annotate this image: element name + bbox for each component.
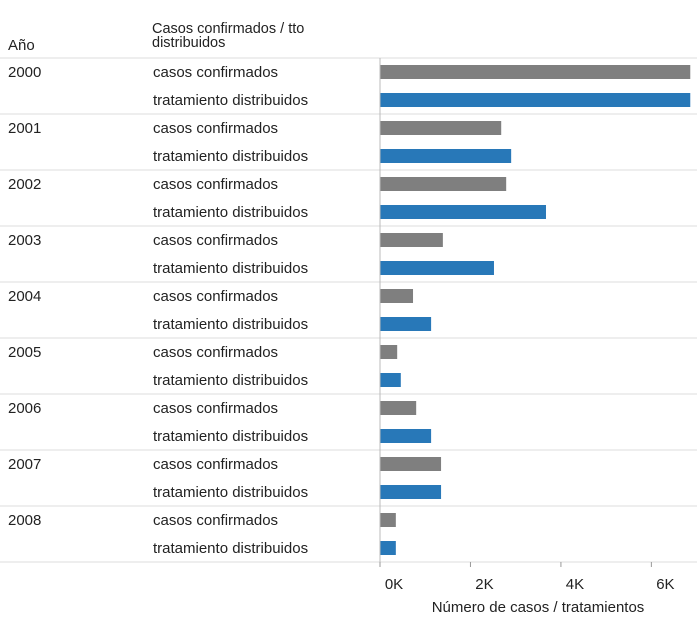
bar: [380, 485, 442, 499]
series-label: casos confirmados: [153, 400, 278, 417]
series-label: casos confirmados: [153, 120, 278, 137]
bar: [380, 401, 417, 415]
series-label: casos confirmados: [153, 344, 278, 361]
series-label: tratamiento distribuidos: [153, 260, 308, 277]
series-label: casos confirmados: [153, 176, 278, 193]
series-label: casos confirmados: [153, 288, 278, 305]
year-label: 2000: [8, 64, 41, 81]
year-label: 2001: [8, 120, 41, 137]
series-label: casos confirmados: [153, 456, 278, 473]
x-axis-title: Número de casos / tratamientos: [432, 599, 645, 616]
series-label: tratamiento distribuidos: [153, 148, 308, 165]
series-label: tratamiento distribuidos: [153, 204, 308, 221]
bar: [380, 177, 507, 191]
bar: [380, 373, 401, 387]
bar: [380, 149, 512, 163]
x-tick-label: 0K: [385, 576, 403, 593]
x-tick-label: 2K: [475, 576, 493, 593]
bar: [380, 289, 414, 303]
bar: [380, 457, 442, 471]
x-tick-label: 6K: [656, 576, 674, 593]
bar: [380, 93, 691, 107]
year-label: 2006: [8, 400, 41, 417]
bar: [380, 541, 396, 555]
series-label: casos confirmados: [153, 512, 278, 529]
bar: [380, 261, 494, 275]
series-label: tratamiento distribuidos: [153, 316, 308, 333]
series-header: Casos confirmados / tto distribuidos: [152, 21, 305, 51]
x-tick-label: 4K: [566, 576, 584, 593]
year-label: 2005: [8, 344, 41, 361]
series-label: tratamiento distribuidos: [153, 372, 308, 389]
series-label: tratamiento distribuidos: [153, 428, 308, 445]
series-label: tratamiento distribuidos: [153, 484, 308, 501]
series-label: tratamiento distribuidos: [153, 92, 308, 109]
bar: [380, 205, 546, 219]
bar: [380, 233, 443, 247]
year-label: 2003: [8, 232, 41, 249]
bar: [380, 429, 432, 443]
bar: [380, 65, 691, 79]
year-label: 2004: [8, 288, 41, 305]
bar: [380, 345, 398, 359]
series-label: casos confirmados: [153, 64, 278, 81]
bar: [380, 121, 502, 135]
year-label: 2007: [8, 456, 41, 473]
year-header: Año: [8, 37, 35, 54]
series-label: casos confirmados: [153, 232, 278, 249]
bar: [380, 317, 432, 331]
year-label: 2008: [8, 512, 41, 529]
bar: [380, 513, 396, 527]
year-label: 2002: [8, 176, 41, 193]
series-label: tratamiento distribuidos: [153, 540, 308, 557]
